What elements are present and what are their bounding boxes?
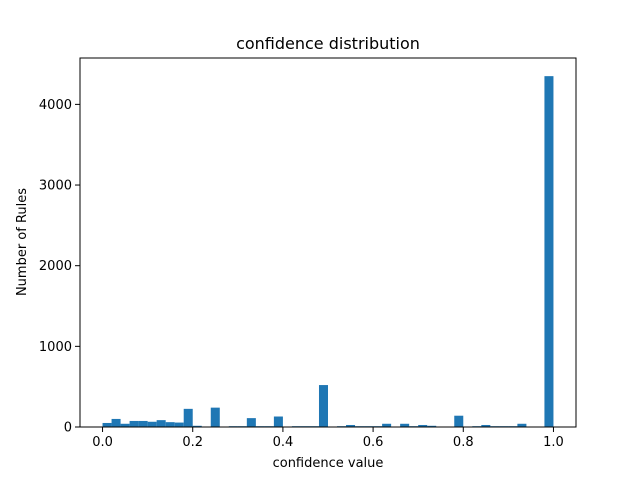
histogram-bar — [427, 425, 437, 427]
histogram-bar — [120, 423, 130, 427]
x-tick-label: 0.6 — [363, 435, 384, 450]
histogram-bar — [165, 422, 175, 427]
plot-frame — [79, 57, 577, 428]
histogram-bar — [382, 423, 392, 427]
histogram-bar — [544, 76, 554, 428]
y-tick-label: 4000 — [39, 98, 72, 113]
histogram-bar — [481, 424, 491, 427]
x-axis-label: confidence value — [273, 456, 384, 471]
histogram-bar — [138, 420, 148, 427]
x-tick-label: 1.0 — [543, 435, 564, 450]
bars — [102, 76, 554, 428]
y-tick-label: 2000 — [39, 259, 72, 274]
x-tick-label: 0.0 — [92, 435, 113, 450]
histogram-bar — [192, 425, 202, 427]
x-tick-label: 0.8 — [453, 435, 474, 450]
histogram-bar — [273, 416, 283, 427]
histogram-bar — [346, 424, 356, 427]
histogram-bar — [210, 407, 220, 427]
histogram-bar — [129, 420, 139, 427]
x-tick-label: 0.2 — [182, 435, 203, 450]
histogram-bar — [102, 422, 112, 427]
histogram-bar — [174, 422, 184, 427]
histogram-bar — [400, 423, 410, 427]
y-axis-label: Number of Rules — [15, 188, 30, 296]
x-axis: 0.0 0.2 0.4 0.6 0.8 1.0 — [92, 427, 564, 450]
y-tick-label: 3000 — [39, 179, 72, 194]
y-axis: 0 1000 2000 3000 4000 — [39, 98, 80, 436]
chart-title: confidence distribution — [236, 34, 420, 53]
histogram-bar — [147, 421, 157, 427]
histogram-bar — [246, 418, 256, 427]
histogram-bar — [517, 423, 527, 427]
y-tick-label: 0 — [64, 421, 72, 436]
histogram-bar — [156, 420, 166, 427]
histogram-bar — [111, 418, 121, 427]
histogram-bar — [454, 415, 464, 427]
histogram-bar — [418, 424, 428, 427]
histogram-bar — [318, 385, 328, 427]
x-tick-label: 0.4 — [273, 435, 294, 450]
y-tick-label: 1000 — [39, 340, 72, 355]
histogram-bar — [183, 408, 193, 427]
